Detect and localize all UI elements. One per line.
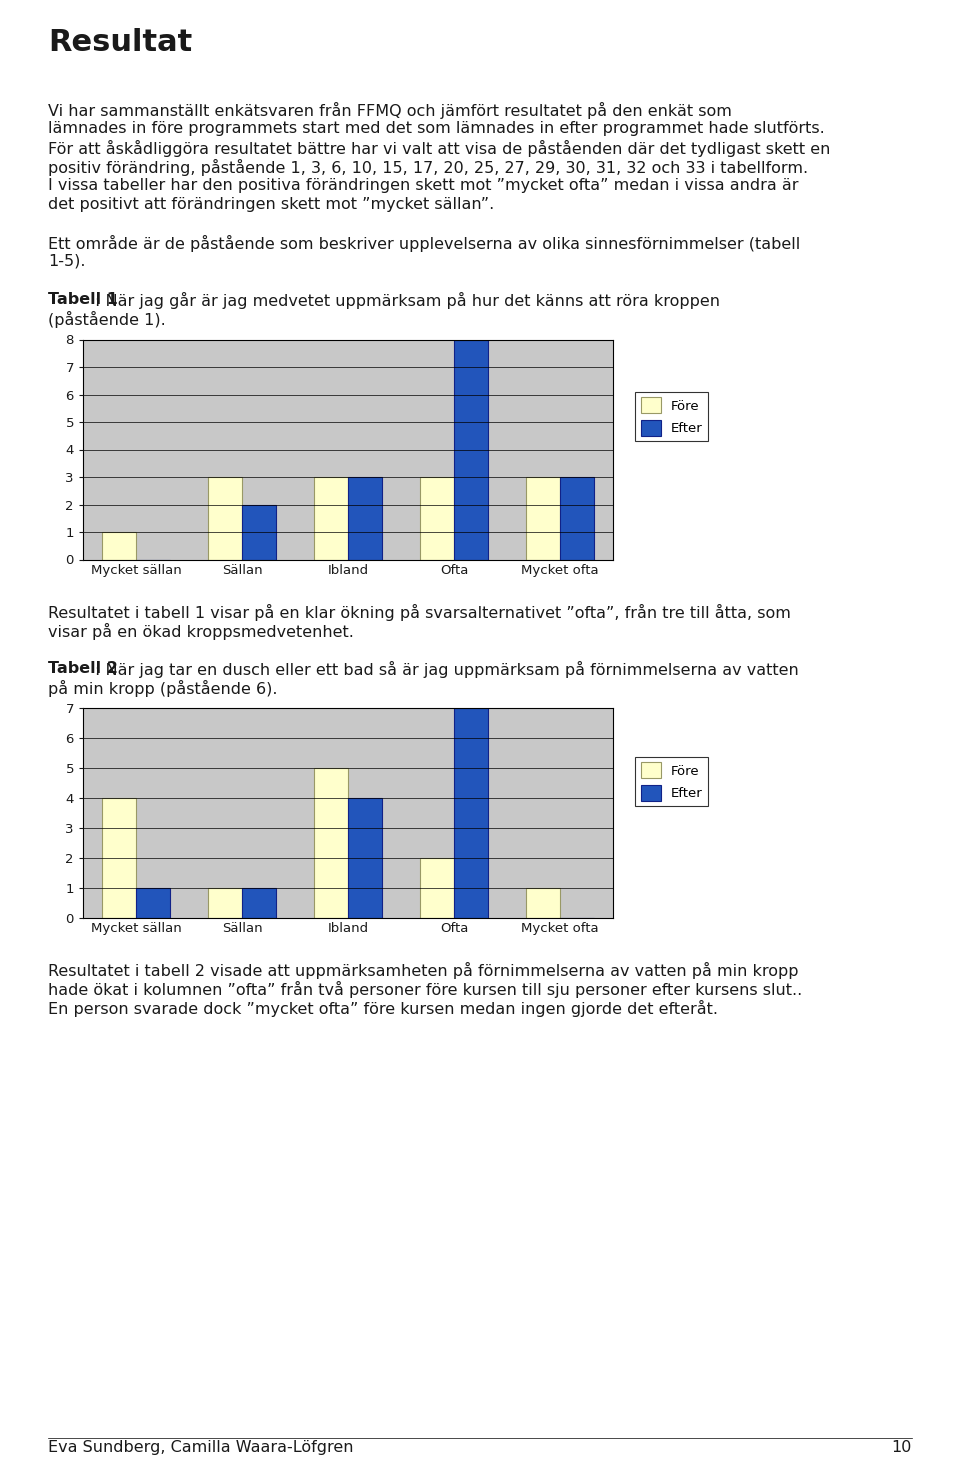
Bar: [560, 478, 594, 559]
Bar: [314, 768, 348, 918]
Text: 1-5).: 1-5).: [48, 254, 85, 268]
Text: En person svarade dock ”mycket ofta” före kursen medan ingen gjorde det efteråt.: En person svarade dock ”mycket ofta” för…: [48, 1000, 718, 1017]
Bar: [526, 888, 560, 918]
Text: Vi har sammanställt enkätsvaren från FFMQ och jämfört resultatet på den enkät so: Vi har sammanställt enkätsvaren från FFM…: [48, 102, 732, 119]
Bar: [208, 478, 242, 559]
Text: hade ökat i kolumnen ”ofta” från två personer före kursen till sju personer efte: hade ökat i kolumnen ”ofta” från två per…: [48, 980, 803, 998]
Bar: [102, 532, 136, 559]
Legend: Före, Efter: Före, Efter: [636, 756, 708, 807]
Text: lämnades in före programmets start med det som lämnades in efter programmet hade: lämnades in före programmets start med d…: [48, 122, 825, 136]
Text: Ett område är de påstående som beskriver upplevelserna av olika sinnesförnimmels: Ett område är de påstående som beskriver…: [48, 234, 801, 252]
Bar: [102, 798, 136, 918]
Text: Resultatet i tabell 1 visar på en klar ökning på svarsalternativet ”ofta”, från : Resultatet i tabell 1 visar på en klar ö…: [48, 604, 791, 620]
Text: visar på en ökad kroppsmedvetenhet.: visar på en ökad kroppsmedvetenhet.: [48, 623, 354, 639]
Text: positiv förändring, påstående 1, 3, 6, 10, 15, 17, 20, 25, 27, 29, 30, 31, 32 oc: positiv förändring, påstående 1, 3, 6, 1…: [48, 159, 808, 176]
Text: För att åskådliggöra resultatet bättre har vi valt att visa de påståenden där de: För att åskådliggöra resultatet bättre h…: [48, 139, 830, 157]
Bar: [242, 888, 276, 918]
Bar: [420, 859, 454, 918]
Legend: Före, Efter: Före, Efter: [636, 392, 708, 440]
Text: I vissa tabeller har den positiva förändringen skett mot ”mycket ofta” medan i v: I vissa tabeller har den positiva föränd…: [48, 178, 799, 193]
Bar: [348, 798, 382, 918]
Bar: [454, 340, 488, 559]
Text: 10: 10: [892, 1440, 912, 1455]
Text: på min kropp (påstående 6).: på min kropp (påstående 6).: [48, 679, 277, 697]
Text: (påstående 1).: (påstående 1).: [48, 311, 166, 328]
Bar: [526, 478, 560, 559]
Bar: [208, 888, 242, 918]
Text: Eva Sundberg, Camilla Waara-Löfgren: Eva Sundberg, Camilla Waara-Löfgren: [48, 1440, 353, 1455]
Text: : När jag går är jag medvetet uppmärksam på hur det känns att röra kroppen: : När jag går är jag medvetet uppmärksam…: [95, 292, 720, 308]
Text: Tabell 2: Tabell 2: [48, 660, 118, 675]
Text: Resultatet i tabell 2 visade att uppmärksamheten på förnimmelserna av vatten på : Resultatet i tabell 2 visade att uppmärk…: [48, 962, 799, 979]
Bar: [348, 478, 382, 559]
Bar: [314, 478, 348, 559]
Text: det positivt att förändringen skett mot ”mycket sällan”.: det positivt att förändringen skett mot …: [48, 197, 494, 212]
Text: Tabell 1: Tabell 1: [48, 292, 118, 307]
Bar: [454, 707, 488, 918]
Text: : När jag tar en dusch eller ett bad så är jag uppmärksam på förnimmelserna av v: : När jag tar en dusch eller ett bad så …: [95, 660, 799, 678]
Bar: [420, 478, 454, 559]
Bar: [242, 504, 276, 559]
Text: Resultat: Resultat: [48, 28, 192, 56]
Bar: [136, 888, 170, 918]
